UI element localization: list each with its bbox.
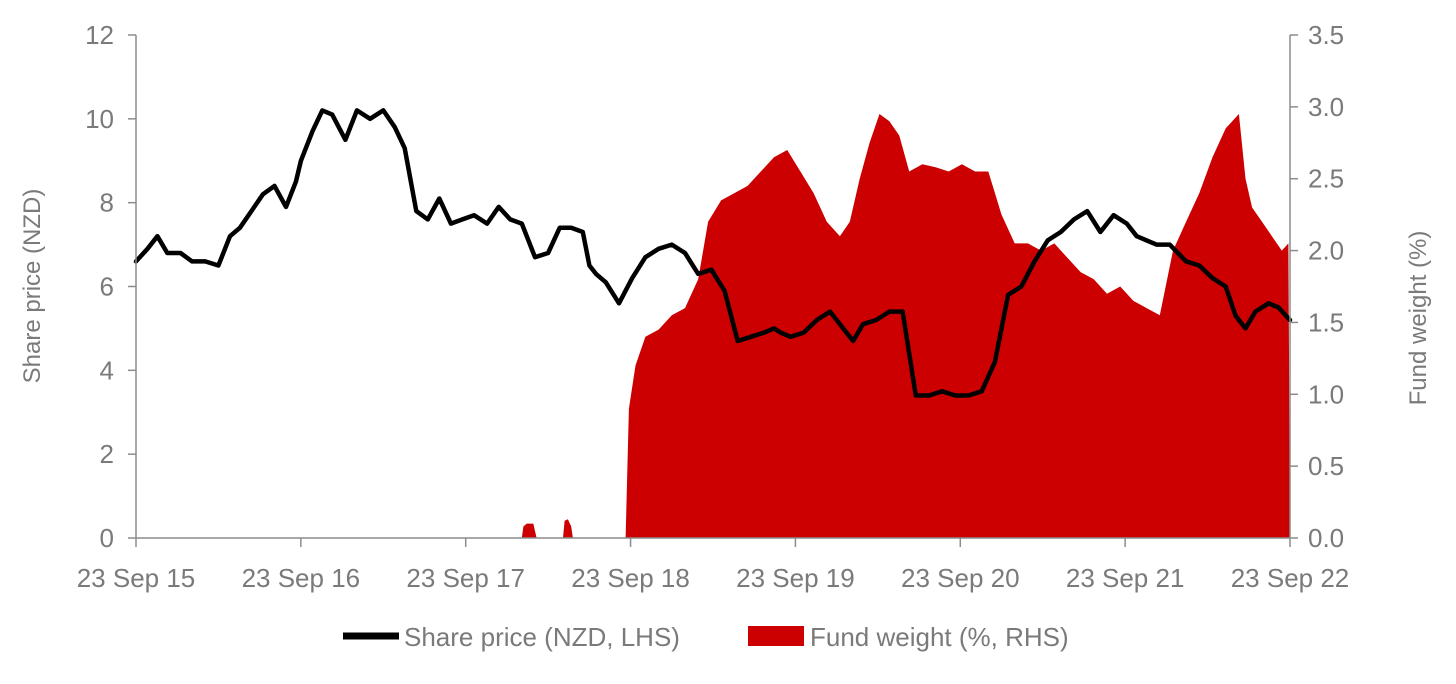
y-left-tick-label: 8: [100, 188, 114, 218]
y-right-tick-label: 0.0: [1308, 523, 1344, 553]
x-tick-label: 23 Sep 18: [571, 563, 690, 593]
x-tick-label: 23 Sep 22: [1231, 563, 1350, 593]
y-right-tick-label: 2.0: [1308, 236, 1344, 266]
x-tick-label: 23 Sep 19: [736, 563, 855, 593]
y-left-tick-label: 2: [100, 439, 114, 469]
y-right-tick-label: 0.5: [1308, 451, 1344, 481]
share-price-line: [133, 108, 1293, 398]
axes: [128, 34, 1298, 547]
fund-weight-area: [136, 114, 1290, 538]
y-right-tick-label: 1.0: [1308, 379, 1344, 409]
legend-label-share-price: Share price (NZD, LHS): [404, 622, 680, 652]
fund-weight-area-layer: [136, 114, 1290, 538]
y-left-tick-label: 6: [100, 272, 114, 302]
x-tick-label: 23 Sep 15: [77, 563, 196, 593]
y-right-tick-label: 3.0: [1308, 92, 1344, 122]
legend: Share price (NZD, LHS) Fund weight (%, R…: [343, 622, 1069, 652]
x-tick-label: 23 Sep 21: [1066, 563, 1185, 593]
y-right-tick-label: 2.5: [1308, 164, 1344, 194]
x-tick-label: 23 Sep 16: [242, 563, 361, 593]
y-axis-left-title: Share price (NZD): [19, 189, 46, 384]
tick-labels: 0 2 4 6 8 10 12 0.0 0.5 1.0 1.5 2.0 2.5 3.0 3.5 23 Sep …: [77, 20, 1350, 593]
legend-swatch-fund-weight: [748, 626, 804, 646]
y-axis-right-title: Fund weight (%): [1405, 231, 1432, 406]
y-left-tick-label: 12: [85, 20, 114, 50]
y-right-tick-label: 3.5: [1308, 20, 1344, 50]
y-left-tick-label: 10: [85, 104, 114, 134]
y-right-tick-label: 1.5: [1308, 307, 1344, 337]
y-left-tick-label: 0: [100, 523, 114, 553]
legend-label-fund-weight: Fund weight (%, RHS): [810, 622, 1069, 652]
x-tick-label: 23 Sep 17: [406, 563, 525, 593]
y-left-tick-label: 4: [100, 355, 114, 385]
x-tick-label: 23 Sep 20: [901, 563, 1020, 593]
share-price-line-layer: [133, 108, 1293, 398]
